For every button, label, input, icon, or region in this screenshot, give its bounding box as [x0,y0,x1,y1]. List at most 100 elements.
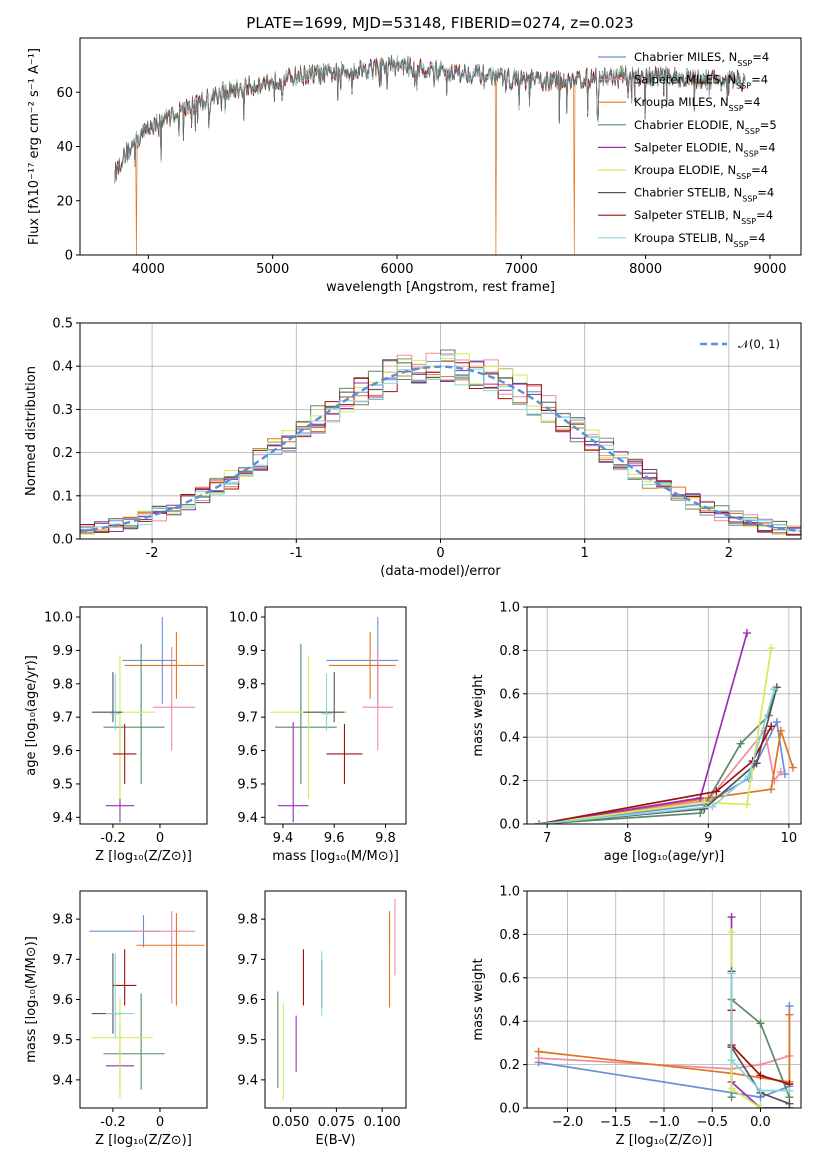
mass-vs-Z-plot-area [89,911,205,1098]
age-vs-Z-panel: -0.2 0 9.4 9.5 9.6 9.7 9.8 9.9 10.0 Z [log₁₀(Z/Z⊙… [24,606,208,864]
y-tick-label: 1.0 [499,885,520,900]
residuals-panel: -2 -1 0 1 2 0.0 0.1 0.2 0.3 0.4 0.5 (data-model)/er… [24,317,802,579]
x-tick-label: 10 [781,831,798,846]
massweight-vs-age-plot-area [527,607,801,824]
legend-label: Salpeter ELODIE, NSSP=4 [634,140,776,158]
y-tick-label: 9.8 [237,913,258,928]
y-tick-label: 9.7 [52,711,73,726]
mass-weight-marker [756,1019,765,1028]
spectrum-panel: 4000 5000 6000 7000 8000 9000 0 20 40 60 wavelengt… [27,37,802,295]
y-tick-label: 10.0 [44,611,73,626]
mass-weight-marker [776,767,785,776]
axes-frame [526,606,802,825]
y-tick-label: 9.5 [52,1033,73,1048]
y-axis-label: age [log₁₀(age/yr)] [24,655,39,776]
mass-weight-marker [776,726,785,735]
y-tick-label: 0.6 [499,687,520,702]
axes-frame [264,606,407,825]
mass-weight-marker [534,1047,543,1056]
errorbar-point [103,993,165,1090]
y-axis-label: Flux [fλ10⁻¹⁷ erg cm⁻² s⁻¹ A⁻¹] [27,48,42,245]
errorbar-point [329,632,396,699]
x-tick-label: 0.050 [272,1115,309,1130]
x-axis-label: mass [log₁₀(M/M⊙)] [272,849,399,864]
mass-weight-line [539,689,776,824]
y-tick-label: 0.4 [499,1015,520,1030]
y-tick-label: 9.6 [52,744,73,759]
legend-label: Salpeter MILES, NSSP=4 [634,73,768,91]
legend-label: Chabrier STELIB, NSSP=4 [634,186,774,204]
y-axis-label: Normed distribution [24,366,39,496]
y-tick-label: 9.7 [237,711,258,726]
y-tick-label: 40 [56,140,73,155]
y-tick-label: 0.2 [499,774,520,789]
x-axis-label: Z [log₁₀(Z/Z⊙)] [95,849,192,864]
y-tick-label: 0.2 [499,1058,520,1073]
massweight-vs-age-panel: 7 8 9 10 0.0 0.2 0.4 0.6 0.8 1.0 age [log₁₀(age/yr… [471,601,802,864]
legend-label: Chabrier MILES, NSSP=4 [634,50,769,68]
x-tick-label: 1 [581,546,589,561]
errorbar-point [303,672,345,723]
x-tick-label: 9.4 [273,831,294,846]
mass-weight-marker [785,1002,794,1011]
mass-weight-marker [727,969,736,978]
mass-weight-marker [770,685,779,694]
x-tick-label: -0.2 [100,831,125,846]
spectrum-data-line [114,54,746,184]
mass-weight-marker [736,739,745,748]
errorbar-point [103,643,165,784]
x-tick-label: -1 [290,546,303,561]
x-tick-label: -2 [146,546,159,561]
y-tick-label: 60 [56,86,73,101]
mass-weight-marker [743,629,752,638]
x-tick-label: 8 [624,831,632,846]
y-tick-label: 9.8 [52,913,73,928]
residuals-plot-area [80,323,801,539]
mass-weight-marker [772,718,781,727]
mass-weight-marker [785,1010,794,1019]
errorbar-point [105,953,135,1038]
x-tick-label: 0.075 [318,1115,355,1130]
age-vs-mass-panel: 9.4 9.6 9.8 9.4 9.5 9.6 9.7 9.8 9.9 10.0 mass [log… [229,606,407,864]
y-tick-label: 9.7 [52,953,73,968]
x-tick-label: 6000 [380,262,413,277]
mass-vs-ebv-panel: 0.050 0.075 0.100 9.4 9.5 9.6 9.7 9.8 E(B-V) [237,890,407,1148]
x-tick-label: 8000 [629,262,662,277]
legend-label: Kroupa ELODIE, NSSP=4 [634,163,768,181]
y-tick-label: 9.9 [237,644,258,659]
x-tick-label: 9 [704,831,712,846]
y-tick-label: 0.0 [499,818,520,833]
massweight-vs-Z-panel: −2.0 −1.5 −1.0 −0.5 0.0 0.0 0.2 0.4 0.6 0.8 1.0 Z [… [471,885,802,1148]
massweight-vs-Z-plot-area [527,891,801,1108]
mass-weight-marker [727,1084,736,1093]
y-tick-label: 9.8 [237,677,258,692]
x-axis-label: Z [log₁₀(Z/Z⊙)] [616,1133,713,1148]
spectrum-legend: Chabrier MILES, NSSP=4 Salpeter MILES, NS… [598,50,777,248]
errorbar-point [136,913,205,1006]
x-tick-label: 0 [156,831,164,846]
mass-weight-line [538,648,773,824]
errorbar-point [122,617,177,704]
errorbar-point [321,673,332,731]
y-axis-label: mass [log₁₀(M/M⊙)] [24,936,39,1063]
age-vs-Z-plot-area [91,617,205,823]
x-axis-label: (data-model)/error [380,564,501,579]
mass-weight-marker [756,1071,765,1080]
errorbar-point [277,722,309,823]
x-tick-label: 9.6 [324,831,345,846]
mass-weight-marker [767,785,776,794]
errorbar-point [134,911,196,1004]
legend-label: Salpeter STELIB, NSSP=4 [634,208,773,226]
x-tick-label: 0 [436,546,444,561]
y-tick-label: 9.6 [52,993,73,1008]
errorbar-point [152,647,196,751]
errorbar-point [91,672,123,723]
y-tick-label: 9.4 [52,811,73,826]
residuals-legend: 𝒩(0, 1) [700,337,780,351]
mass-weight-marker [756,1060,765,1069]
errorbar-point [91,953,123,1034]
errorbar-point [326,617,399,704]
y-tick-label: 9.6 [237,993,258,1008]
x-tick-label: 2 [725,546,733,561]
x-axis-label: age [log₁₀(age/yr)] [604,849,725,864]
